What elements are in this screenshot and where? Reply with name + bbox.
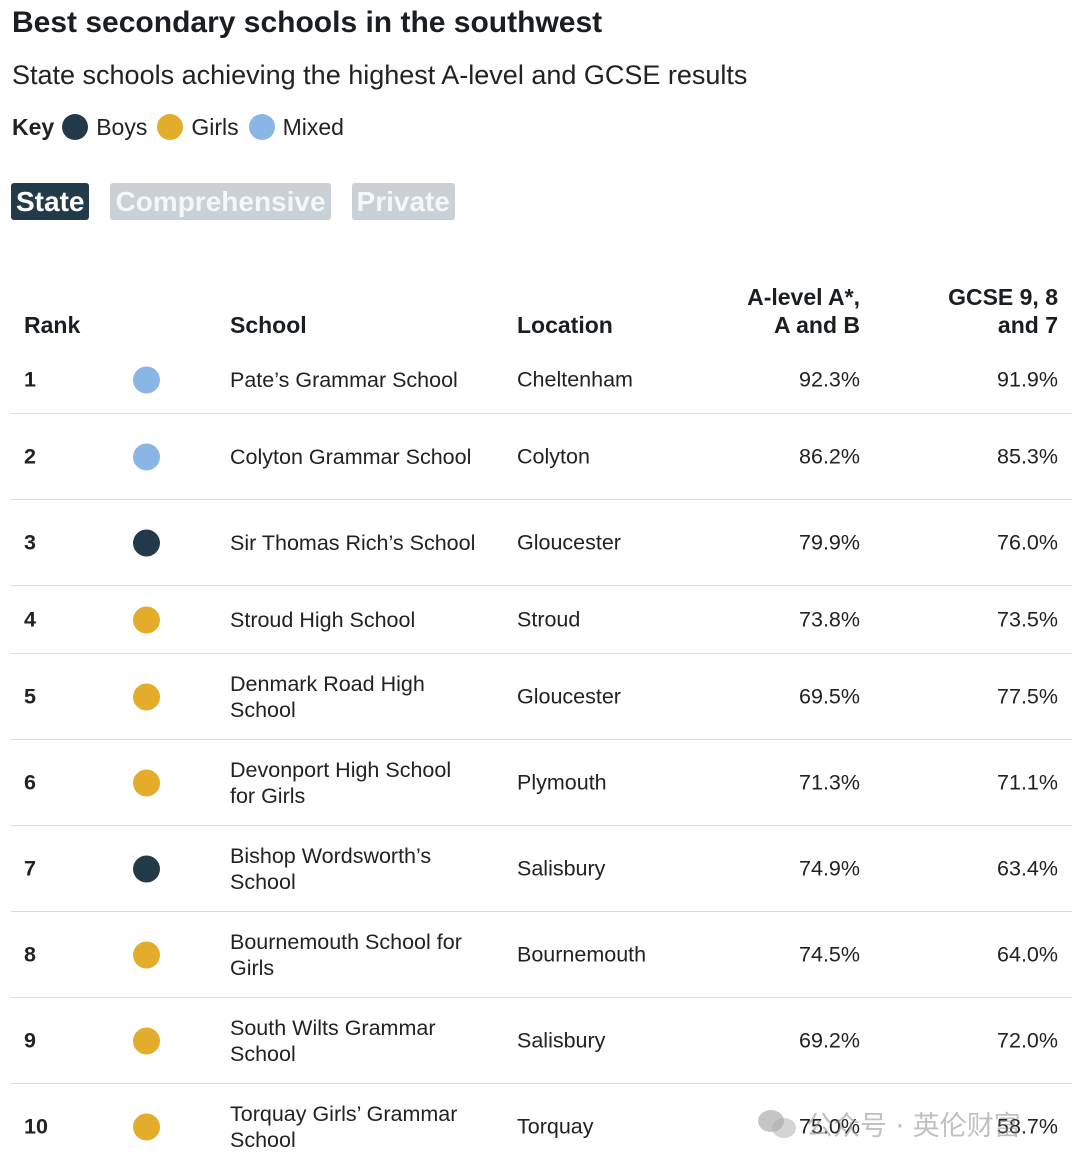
table-row: 8 Bournemouth School for Girls Bournemouth… xyxy=(11,912,1072,998)
tab-comprehensive[interactable]: Comprehensive xyxy=(110,183,331,220)
page-title: Best secondary schools in the southwest xyxy=(12,6,603,39)
gcse-cell: 64.0% xyxy=(997,942,1058,966)
header-school[interactable]: School xyxy=(230,312,307,338)
rank-cell: 6 xyxy=(24,770,36,794)
school-type-dot-icon xyxy=(133,366,160,394)
table-row: 9 South Wilts Grammar School Salisbury 69.2… xyxy=(11,998,1072,1084)
gcse-cell: 72.0% xyxy=(997,1028,1058,1052)
legend-item-girls: Girls xyxy=(191,113,239,140)
alevel-cell: 74.9% xyxy=(799,856,860,880)
school-type-dot-icon xyxy=(133,443,160,470)
watermark: 公众号 · 英伦财富 xyxy=(758,1104,1021,1143)
school-cell: South Wilts Grammar School xyxy=(230,1015,436,1066)
header-alevel[interactable]: A-level A*, A and B xyxy=(747,284,860,338)
table-row: 4 Stroud High School Stroud 73.8% 73.5% xyxy=(11,586,1072,654)
gcse-cell: 58.7% xyxy=(997,1114,1058,1139)
school-cell: Stroud High School xyxy=(230,607,416,632)
table-row: 2 Colyton Grammar School Colyton 86.2% 85.3% xyxy=(11,414,1072,500)
location-cell: Plymouth xyxy=(517,770,607,794)
rank-cell: 4 xyxy=(24,607,36,631)
location-cell: Cheltenham xyxy=(517,367,633,392)
school-type-dot-icon xyxy=(133,683,160,710)
mixed-dot-icon xyxy=(248,114,275,140)
school-type-dot-icon xyxy=(133,941,160,968)
gcse-cell: 77.5% xyxy=(997,684,1058,708)
rank-cell: 3 xyxy=(24,530,36,554)
header-location[interactable]: Location xyxy=(517,312,613,338)
school-type-dot-icon xyxy=(133,529,160,556)
tab-private[interactable]: Private xyxy=(351,183,455,220)
rank-cell: 5 xyxy=(24,684,36,708)
schools-table: Rank School Location A-level A*, A and B… xyxy=(11,270,1072,1166)
alevel-cell: 79.9% xyxy=(799,530,860,554)
gcse-cell: 71.1% xyxy=(997,770,1058,794)
table-row: 1 Pate’s Grammar School Cheltenham 92.3% 91.… xyxy=(11,347,1072,414)
table-row: 3 Sir Thomas Rich’s School Gloucester 79.9%… xyxy=(11,500,1072,586)
table-row: 10 Torquay Girls’ Grammar School Torquay 75… xyxy=(11,1084,1072,1166)
gcse-cell: 85.3% xyxy=(997,444,1058,468)
alevel-cell: 74.5% xyxy=(799,942,860,966)
alevel-cell: 92.3% xyxy=(799,367,860,392)
tab-state[interactable]: State xyxy=(11,183,90,220)
school-type-dot-icon xyxy=(133,769,160,796)
alevel-cell: 69.5% xyxy=(799,684,860,708)
header-gcse[interactable]: GCSE 9, 8 and 7 xyxy=(948,284,1058,338)
school-cell: Denmark Road High School xyxy=(230,671,425,722)
location-cell: Gloucester xyxy=(517,684,621,708)
rank-cell: 1 xyxy=(24,367,36,392)
legend-label: Key xyxy=(12,113,55,140)
school-cell: Devonport High School for Girls xyxy=(230,757,452,808)
page-subtitle: State schools achieving the highest A-le… xyxy=(12,60,748,90)
school-cell: Sir Thomas Rich’s School xyxy=(230,530,476,555)
table-row: 7 Bishop Wordsworth’s School Salisbury 74.9… xyxy=(11,826,1072,912)
alevel-cell: 69.2% xyxy=(799,1028,860,1052)
school-type-dot-icon xyxy=(133,855,160,882)
boys-dot-icon xyxy=(62,114,89,140)
gcse-cell: 91.9% xyxy=(997,367,1058,392)
location-cell: Bournemouth xyxy=(517,942,647,966)
location-cell: Torquay xyxy=(517,1114,594,1139)
wechat-icon xyxy=(758,1108,798,1140)
alevel-cell: 71.3% xyxy=(799,770,860,794)
school-type-dot-icon xyxy=(133,1113,160,1141)
rank-cell: 8 xyxy=(24,942,36,966)
location-cell: Gloucester xyxy=(517,530,621,554)
school-cell: Bournemouth School for Girls xyxy=(230,929,462,980)
location-cell: Salisbury xyxy=(517,856,606,880)
school-cell: Colyton Grammar School xyxy=(230,444,472,469)
school-cell: Torquay Girls’ Grammar School xyxy=(230,1102,458,1152)
legend: Key Boys Girls Mixed xyxy=(12,110,354,144)
alevel-cell: 86.2% xyxy=(799,444,860,468)
table-header: Rank School Location A-level A*, A and B… xyxy=(11,270,1072,347)
school-cell: Bishop Wordsworth’s School xyxy=(230,843,432,894)
location-cell: Salisbury xyxy=(517,1028,606,1052)
school-type-dot-icon xyxy=(133,606,160,633)
table-body: 1 Pate’s Grammar School Cheltenham 92.3% 91.… xyxy=(11,347,1072,1166)
location-cell: Colyton xyxy=(517,444,590,468)
rank-cell: 7 xyxy=(24,856,36,880)
gcse-cell: 73.5% xyxy=(997,607,1058,631)
table-row: 6 Devonport High School for Girls Plymouth… xyxy=(11,740,1072,826)
alevel-cell: 75.0% xyxy=(799,1114,860,1139)
rank-cell: 9 xyxy=(24,1028,36,1052)
school-cell: Pate’s Grammar School xyxy=(230,368,458,392)
gcse-cell: 63.4% xyxy=(997,856,1058,880)
school-type-tabs: State Comprehensive Private xyxy=(11,183,476,220)
girls-dot-icon xyxy=(157,114,184,140)
legend-item-mixed: Mixed xyxy=(282,113,344,140)
location-cell: Stroud xyxy=(517,607,581,631)
watermark-text: 公众号 · 英伦财富 xyxy=(806,1111,1021,1142)
legend-item-boys: Boys xyxy=(96,113,148,140)
gcse-cell: 76.0% xyxy=(997,530,1058,554)
rank-cell: 2 xyxy=(24,444,36,468)
school-type-dot-icon xyxy=(133,1027,160,1054)
table-row: 5 Denmark Road High School Gloucester 69.5%… xyxy=(11,654,1072,740)
rank-cell: 10 xyxy=(24,1114,48,1139)
header-rank[interactable]: Rank xyxy=(24,312,81,338)
alevel-cell: 73.8% xyxy=(799,607,860,631)
